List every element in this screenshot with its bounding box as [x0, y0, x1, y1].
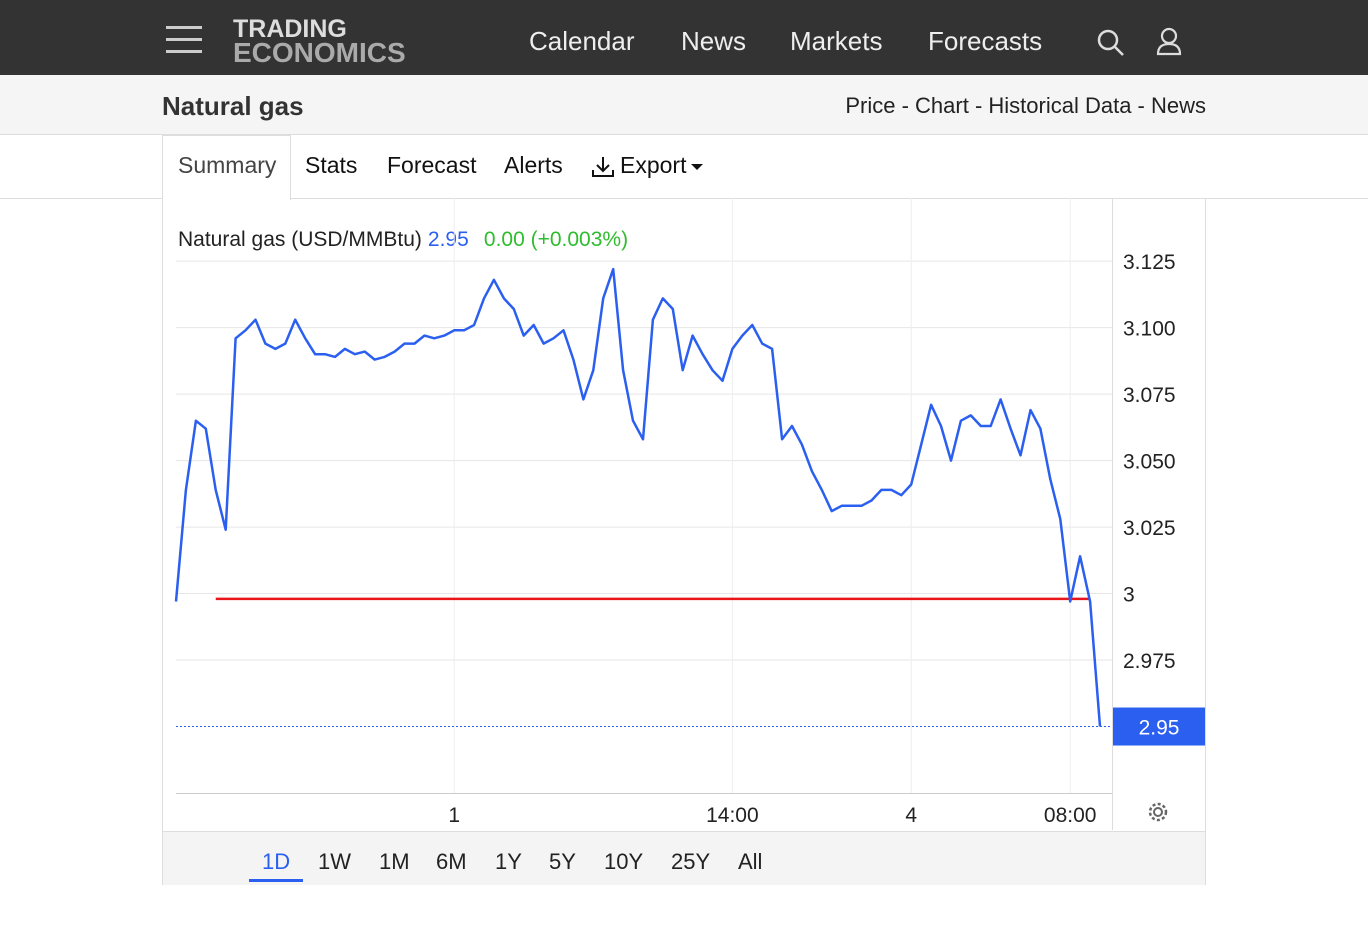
logo-line: TRADING [233, 15, 347, 43]
logo[interactable]: TRADING ECONOMICS [233, 15, 406, 68]
active-tab [162, 135, 291, 200]
chart: Natural gas (USD/MMBtu) 2.95 0.00 (+0.003… [174, 198, 1205, 830]
range-button[interactable]: 10Y [604, 849, 644, 874]
range-bar [163, 831, 1205, 885]
y-tick-label: 3.125 [1123, 251, 1176, 274]
change-label: 0.00 (+0.003%) [484, 228, 628, 251]
download-icon [592, 157, 614, 177]
range-button[interactable]: 1M [379, 849, 410, 874]
range-button[interactable]: 6M [436, 849, 467, 874]
user-icon[interactable] [1155, 27, 1185, 57]
range-button[interactable]: 1Y [495, 849, 522, 874]
range-button[interactable]: 5Y [549, 849, 576, 874]
top-nav: TRADING ECONOMICS Calendar News Markets … [0, 0, 1368, 75]
tab[interactable]: Forecast [387, 152, 477, 178]
logo-line: ECONOMICS [233, 37, 406, 68]
range-button[interactable]: 25Y [671, 849, 711, 874]
sub-header: Natural gas Price - Chart - Historical D… [0, 75, 1368, 135]
x-tick-label: 4 [905, 804, 917, 827]
last-value-badge-label: 2.95 [1139, 717, 1180, 740]
nav-link[interactable]: News [681, 26, 747, 56]
range-button[interactable]: 1D [249, 849, 304, 882]
tab[interactable]: Export [620, 152, 687, 178]
range-button[interactable]: 1W [318, 849, 351, 874]
nav-link[interactable]: Calendar [529, 26, 635, 56]
nav-link[interactable]: Markets [790, 26, 883, 56]
y-tick-label: 3 [1123, 584, 1135, 607]
x-tick-label: 1 [448, 804, 460, 827]
x-tick-label: 08:00 [1044, 804, 1097, 827]
y-tick-label: 3.050 [1123, 451, 1176, 474]
y-tick-label: 3.100 [1123, 318, 1176, 341]
tab[interactable]: Stats [305, 152, 358, 178]
caret-icon [691, 164, 703, 170]
x-tick-label: 14:00 [706, 804, 759, 827]
header-links[interactable]: Price - Chart - Historical Data - News [845, 93, 1206, 118]
y-tick-label: 2.975 [1123, 650, 1176, 673]
last-value-badge [1113, 707, 1205, 746]
search-icon[interactable] [1096, 28, 1126, 58]
y-tick-label: 3.075 [1123, 384, 1176, 407]
chart-title: Natural gas (USD/MMBtu) [178, 228, 422, 251]
tab[interactable]: Alerts [504, 152, 563, 178]
last-value: 2.95 [428, 228, 469, 251]
tab-bar [0, 135, 1368, 199]
menu-icon[interactable] [166, 26, 202, 54]
tab[interactable]: Summary [178, 152, 277, 178]
range-button[interactable]: All [738, 849, 763, 874]
nav-link[interactable]: Forecasts [928, 26, 1043, 56]
y-tick-label: 3.025 [1123, 517, 1176, 540]
page-title: Natural gas [162, 91, 304, 121]
price-line [174, 267, 1102, 727]
settings-icon[interactable] [1148, 802, 1168, 822]
